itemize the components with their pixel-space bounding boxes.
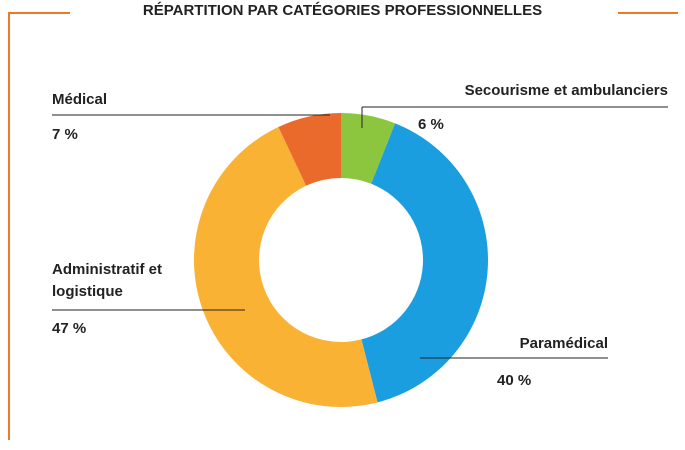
category-label: Paramédical [519, 335, 608, 352]
category-label: Médical [52, 91, 108, 108]
value-label: 7 % [52, 126, 78, 143]
donut-segment [341, 113, 396, 184]
donut-segment [361, 123, 488, 403]
chart-title: RÉPARTITION PAR CATÉGORIES PROFESSIONNEL… [142, 2, 543, 19]
donut-segment [193, 126, 378, 407]
value-label: 6 % [418, 116, 444, 133]
value-label: 40 % [497, 372, 532, 389]
frame [8, 12, 678, 440]
value-label: 47 % [52, 320, 87, 337]
category-label: Administratif et logistique [52, 261, 163, 300]
donut-segment [278, 113, 341, 186]
category-label: Secourisme et ambulanciers [464, 82, 668, 99]
